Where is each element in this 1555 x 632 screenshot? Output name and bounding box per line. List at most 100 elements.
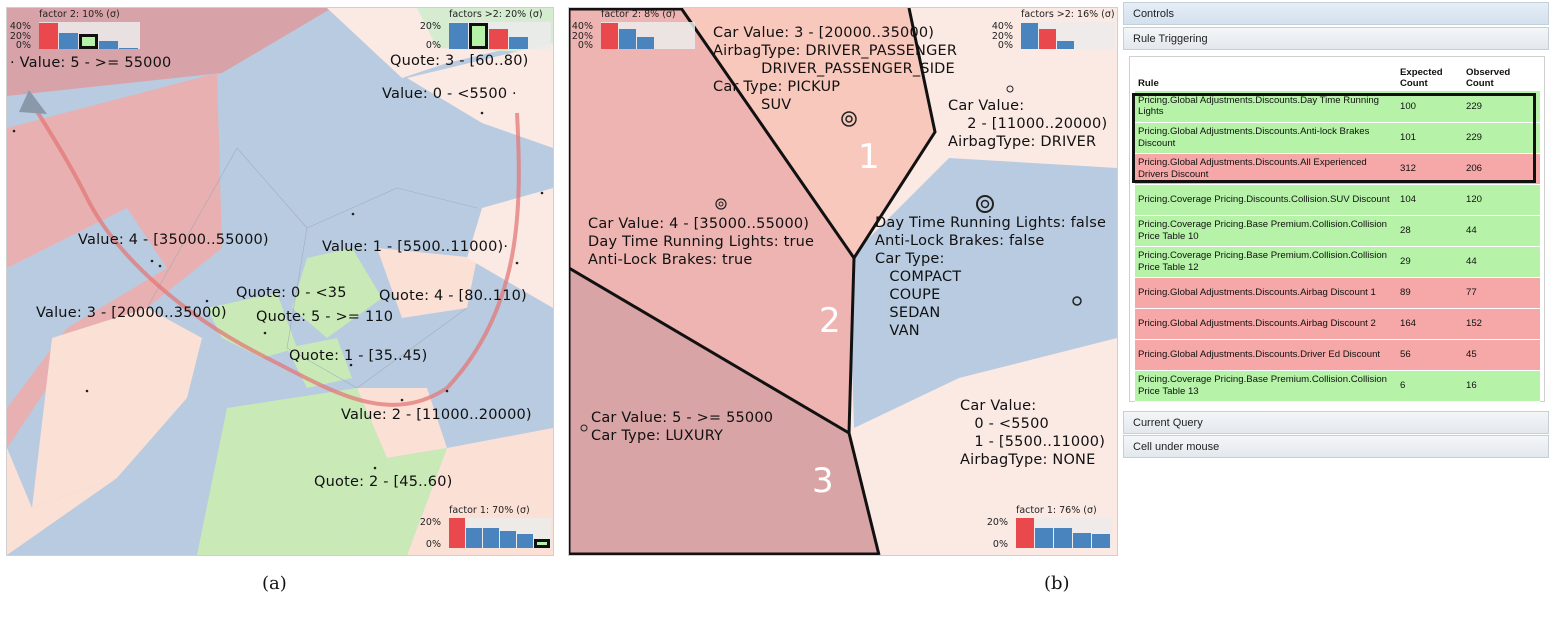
histogram-bars: [601, 22, 695, 49]
rule-row[interactable]: Pricing.Global Adjustments.Discounts.Air…: [1135, 308, 1540, 340]
rule-observed-cell: 45: [1463, 339, 1540, 371]
controls-panel: Controls Rule Triggering Rule Expected C…: [1123, 2, 1551, 460]
histogram-bar: [509, 37, 528, 49]
histogram-bar: [1073, 533, 1091, 548]
rule-observed-cell: 206: [1463, 153, 1540, 185]
histogram-caption: factors >2: 20% (σ): [449, 9, 543, 20]
histogram-factor2: factor 2: 8% (σ) 40% 20% 0%: [569, 8, 697, 53]
rule-row[interactable]: Pricing.Coverage Pricing.Base Premium.Co…: [1135, 215, 1540, 247]
histogram-factor1: factor 1: 76% (σ) 20% 0%: [984, 504, 1114, 552]
voronoi-map-b[interactable]: Car Value: 3 - [20000..35000) AirbagType…: [568, 7, 1118, 556]
histogram-bar: [39, 23, 58, 49]
histogram-bar: [489, 29, 508, 49]
histogram-bars: [39, 22, 140, 49]
region-label: Quote: 5 - >= 110: [256, 309, 394, 325]
rule-rule-cell: Pricing.Global Adjustments.Discounts.Ant…: [1135, 122, 1397, 154]
region-label: Value: 3 - [20000..35000): [36, 305, 227, 321]
histogram-bar: [79, 34, 98, 49]
histogram-tick-label: 20%: [419, 517, 441, 528]
cell-under-mouse-header[interactable]: Cell under mouse: [1123, 435, 1549, 458]
rule-row[interactable]: Pricing.Global Adjustments.Discounts.All…: [1135, 153, 1540, 185]
controls-header[interactable]: Controls: [1123, 2, 1549, 25]
rule-rule-cell: Pricing.Global Adjustments.Discounts.Dri…: [1135, 339, 1397, 371]
histogram-bar: [1054, 528, 1072, 548]
histogram-bar: [1021, 23, 1038, 49]
histogram-bar: [449, 518, 465, 548]
expected-column-header[interactable]: Expected Count: [1400, 67, 1443, 89]
histogram-bars: [449, 518, 551, 548]
histogram-tick-label: 20%: [986, 517, 1008, 528]
histogram-tick-label: 0%: [15, 40, 31, 51]
rule-rule-cell: Pricing.Global Adjustments.Discounts.Day…: [1135, 91, 1397, 123]
histogram-bar: [1039, 29, 1056, 49]
rule-row[interactable]: Pricing.Global Adjustments.Discounts.Dri…: [1135, 339, 1540, 371]
rule-observed-cell: 44: [1463, 246, 1540, 278]
histogram-bar: [99, 41, 118, 49]
rule-rule-cell: Pricing.Global Adjustments.Discounts.Air…: [1135, 308, 1397, 340]
region-label: Quote: 3 - [60..80): [390, 53, 529, 69]
caption-a: (a): [262, 573, 287, 594]
zone-description: Car Value: 4 - [35000..55000) Day Time R…: [588, 216, 815, 268]
histogram-bar: [449, 23, 468, 49]
histogram-tick-label: 40%: [991, 21, 1013, 32]
rule-column-header[interactable]: Rule: [1138, 78, 1159, 89]
histogram-factor1: factor 1: 70% (σ) 20% 0%: [417, 504, 553, 552]
rule-table: Rule Expected Count Observed Count Prici…: [1135, 61, 1540, 402]
histogram-bar: [619, 29, 636, 49]
rule-expected-cell: 28: [1397, 215, 1463, 247]
histogram-factors-gt2: factors >2: 20% (σ) 20% 0%: [417, 8, 553, 53]
histogram-tick-label: 0%: [425, 40, 441, 51]
histogram-factor2: factor 2: 10% (σ) 40% 20% 0%: [7, 8, 142, 53]
histogram-tick-label: 40%: [571, 21, 593, 32]
cut-off-figure-caption: [0, 624, 1555, 632]
histogram-caption: factor 1: 70% (σ): [449, 505, 530, 516]
histogram-bar: [119, 48, 138, 49]
rule-expected-cell: 29: [1397, 246, 1463, 278]
rule-row[interactable]: Pricing.Global Adjustments.Discounts.Day…: [1135, 91, 1540, 123]
histogram-bar: [1092, 534, 1110, 548]
rule-observed-cell: 229: [1463, 122, 1540, 154]
histogram-bars: [1016, 518, 1112, 548]
histogram-caption: factor 2: 8% (σ): [601, 9, 676, 20]
histogram-tick-label: 20%: [9, 30, 31, 42]
zone-description: Car Value: 0 - <5500 1 - [5500..11000) A…: [960, 398, 1106, 468]
rule-row[interactable]: Pricing.Global Adjustments.Discounts.Air…: [1135, 277, 1540, 309]
rule-rule-cell: Pricing.Global Adjustments.Discounts.All…: [1135, 153, 1397, 185]
histogram-tick-label: 0%: [992, 539, 1008, 550]
histogram-bars: [1021, 22, 1115, 49]
rule-observed-cell: 77: [1463, 277, 1540, 309]
histogram-bar: [1035, 528, 1053, 548]
rule-triggering-body: Rule Expected Count Observed Count Prici…: [1129, 56, 1545, 402]
rule-row[interactable]: Pricing.Coverage Pricing.Base Premium.Co…: [1135, 370, 1540, 402]
histogram-caption: factors >2: 16% (σ): [1021, 9, 1115, 20]
histogram-bar: [517, 534, 533, 548]
voronoi-map-a[interactable]: · Value: 5 - >= 55000 Quote: 3 - [60..80…: [6, 7, 554, 556]
rule-expected-cell: 100: [1397, 91, 1463, 123]
rule-observed-cell: 120: [1463, 184, 1540, 216]
histogram-bar: [534, 539, 550, 548]
rule-expected-cell: 56: [1397, 339, 1463, 371]
rule-observed-cell: 229: [1463, 91, 1540, 123]
histogram-caption: factor 1: 76% (σ): [1016, 505, 1097, 516]
observed-column-header[interactable]: Observed Count: [1466, 67, 1511, 89]
rule-row[interactable]: Pricing.Coverage Pricing.Base Premium.Co…: [1135, 246, 1540, 278]
current-query-header[interactable]: Current Query: [1123, 411, 1549, 434]
histogram-bar: [469, 23, 488, 49]
rule-expected-cell: 101: [1397, 122, 1463, 154]
histogram-bar: [59, 33, 78, 49]
rule-observed-cell: 44: [1463, 215, 1540, 247]
rule-rule-cell: Pricing.Global Adjustments.Discounts.Air…: [1135, 277, 1397, 309]
region-label: Quote: 1 - [35..45): [289, 348, 428, 364]
region-label: Quote: 4 - [80..110): [379, 288, 527, 304]
histogram-factors-gt2: factors >2: 16% (σ) 40% 20% 0%: [989, 8, 1117, 53]
rule-triggering-header[interactable]: Rule Triggering: [1123, 27, 1549, 50]
rule-rule-cell: Pricing.Coverage Pricing.Discounts.Colli…: [1135, 184, 1397, 216]
histogram-bar: [1016, 518, 1034, 548]
zone-description: Day Time Running Lights: false Anti-Lock…: [875, 215, 1107, 339]
rule-row[interactable]: Pricing.Coverage Pricing.Discounts.Colli…: [1135, 184, 1540, 216]
caption-b: (b): [1044, 573, 1070, 594]
histogram-tick-label: 20%: [991, 30, 1013, 42]
histogram-bar: [601, 23, 618, 49]
rule-row[interactable]: Pricing.Global Adjustments.Discounts.Ant…: [1135, 122, 1540, 154]
histogram-bar: [483, 528, 499, 548]
